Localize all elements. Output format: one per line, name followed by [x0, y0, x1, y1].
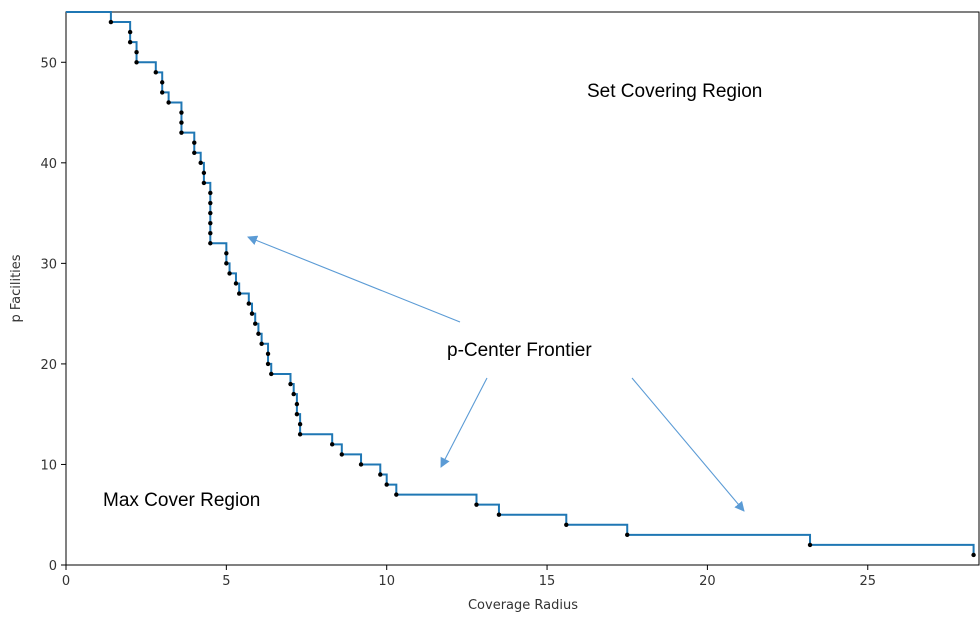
x-tick-label: 25	[859, 574, 876, 589]
frontier-point	[269, 371, 274, 377]
frontier-point	[291, 391, 296, 397]
frontier-point	[208, 200, 213, 206]
frontier-point	[249, 311, 255, 316]
frontier-point	[208, 190, 213, 196]
frontier-point	[224, 261, 229, 266]
frontier-point	[208, 220, 213, 226]
frontier-point	[329, 442, 335, 447]
frontier-point	[265, 351, 271, 357]
frontier-point	[496, 512, 502, 517]
max-cover-region-label: Max Cover Region	[103, 490, 260, 511]
frontier-point	[474, 502, 479, 507]
frontier-point	[294, 401, 300, 407]
frontier-point	[198, 160, 203, 166]
axes: 0 5 10 15 20 25 0 10 20 30 40 50	[40, 11, 980, 589]
arrow-to-middle-frontier	[440, 377, 488, 468]
frontier-point	[227, 271, 232, 276]
frontier-point	[179, 130, 184, 135]
frontier-point	[564, 522, 569, 527]
frontier-point	[259, 341, 264, 346]
p-center-frontier-label: p-Center Frontier	[447, 340, 592, 361]
frontier-point	[378, 472, 383, 477]
frontier-point	[625, 532, 630, 538]
frontier-point	[179, 120, 184, 125]
frontier-point	[201, 180, 207, 186]
frontier-point	[224, 251, 229, 256]
frontier-point	[166, 100, 171, 105]
x-tick-label: 20	[699, 574, 716, 589]
x-tick-label: 10	[378, 574, 395, 589]
frontier-point	[153, 70, 158, 75]
frontier-point	[297, 432, 303, 437]
frontier-point	[127, 29, 133, 35]
y-tick-label: 50	[40, 56, 57, 71]
frontier-point	[256, 331, 261, 336]
frontier-point	[265, 361, 271, 367]
frontier-point	[294, 411, 300, 417]
frontier-point	[297, 422, 303, 427]
frontier-markers	[108, 19, 976, 558]
plot-frame	[65, 11, 980, 566]
y-tick-label: 0	[49, 559, 57, 574]
frontier-series	[66, 11, 975, 555]
y-axis-title: p Facilities	[9, 254, 24, 322]
frontier-point	[179, 110, 184, 115]
x-axis-title: Coverage Radius	[468, 598, 578, 613]
frontier-point	[358, 462, 364, 467]
frontier-point	[807, 542, 813, 548]
annotation-arrows	[247, 235, 745, 512]
frontier-point	[208, 241, 213, 246]
y-tick-label: 40	[40, 157, 57, 172]
frontier-point	[253, 321, 258, 326]
frontier-point	[134, 50, 139, 55]
frontier-point	[339, 452, 345, 457]
frontier-point	[384, 482, 389, 487]
y-tick-label: 20	[40, 358, 57, 373]
frontier-point	[288, 381, 293, 387]
arrow-to-upper-frontier	[247, 235, 461, 323]
y-tick-label: 30	[40, 257, 57, 272]
frontier-point	[192, 140, 197, 145]
frontier-point	[971, 552, 976, 558]
frontier-point	[160, 90, 165, 95]
frontier-step-line	[66, 11, 975, 555]
frontier-point	[201, 170, 207, 176]
frontier-point	[108, 19, 114, 25]
x-tick-label: 15	[539, 574, 556, 589]
frontier-point	[192, 150, 197, 155]
x-tick-label: 0	[62, 574, 70, 589]
frontier-point	[236, 291, 242, 296]
arrow-to-lower-frontier	[631, 377, 745, 512]
x-tick-label: 5	[222, 574, 230, 589]
frontier-point	[394, 492, 399, 497]
frontier-point	[246, 301, 251, 306]
frontier-point	[208, 210, 213, 216]
frontier-point	[208, 231, 213, 236]
frontier-point	[233, 281, 239, 286]
y-tick-label: 10	[40, 458, 57, 473]
frontier-point	[160, 80, 165, 85]
frontier-point	[134, 60, 139, 65]
frontier-point	[127, 39, 133, 45]
set-covering-region-label: Set Covering Region	[587, 81, 762, 102]
